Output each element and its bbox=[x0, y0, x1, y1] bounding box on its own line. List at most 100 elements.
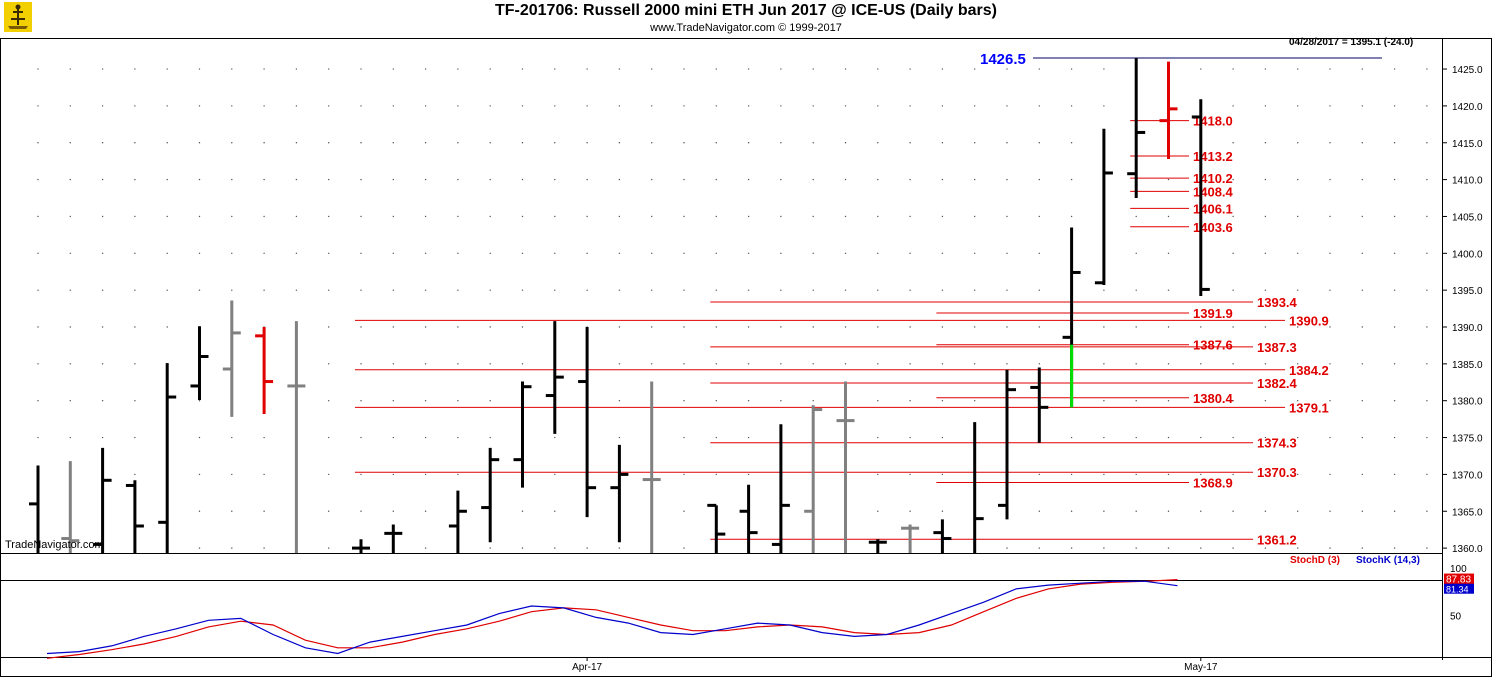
grid-dot bbox=[328, 326, 330, 328]
grid-dot bbox=[231, 215, 233, 218]
grid-dot bbox=[941, 68, 944, 70]
y-tick-label: 1385.0 bbox=[1452, 360, 1483, 371]
grid-dot bbox=[1329, 436, 1331, 439]
grid-dot bbox=[844, 289, 847, 291]
grid-dot bbox=[877, 252, 879, 255]
grid-dot bbox=[166, 289, 168, 291]
grid-dot bbox=[1393, 326, 1396, 328]
grid-dot bbox=[69, 400, 72, 402]
grid-dot bbox=[328, 547, 330, 549]
watermark-text: TradeNavigator.com bbox=[5, 539, 104, 551]
grid-dot bbox=[747, 252, 750, 255]
grid-dot bbox=[1070, 178, 1073, 181]
grid-dot bbox=[1006, 326, 1008, 328]
grid-dot bbox=[101, 289, 104, 291]
grid-dot bbox=[1103, 68, 1105, 70]
grid-dot bbox=[489, 436, 491, 439]
ohlc-bar bbox=[448, 490, 467, 553]
ohlc-bar bbox=[901, 524, 920, 553]
grid-dot bbox=[651, 363, 653, 365]
grid-dot bbox=[780, 215, 782, 218]
stochk-value: 81.34 bbox=[1446, 585, 1469, 595]
grid-dot bbox=[101, 215, 104, 218]
grid-dot bbox=[812, 105, 814, 107]
grid-dot bbox=[1200, 436, 1202, 439]
chart-title: TF-201706: Russell 2000 mini ETH Jun 201… bbox=[494, 2, 997, 19]
grid-dot bbox=[941, 215, 944, 218]
grid-dot bbox=[618, 547, 621, 549]
grid-dot bbox=[747, 326, 750, 328]
stochk-label: StochK (14,3) bbox=[1356, 555, 1420, 566]
grid-dot bbox=[812, 326, 814, 328]
grid-dot bbox=[1200, 326, 1202, 328]
grid-dot bbox=[747, 473, 750, 476]
grid-dot bbox=[198, 105, 201, 107]
grid-dot bbox=[586, 178, 588, 181]
level-label: 1374.3 bbox=[1257, 436, 1297, 451]
grid-dot bbox=[715, 436, 717, 439]
grid-dot bbox=[780, 363, 782, 365]
ohlc-bar bbox=[836, 381, 855, 553]
grid-dot bbox=[974, 363, 976, 365]
grid-dot bbox=[1361, 289, 1364, 291]
y-tick-label: 1415.0 bbox=[1452, 139, 1483, 150]
grid-dot bbox=[877, 363, 879, 365]
grid-dot bbox=[941, 105, 944, 107]
grid-dot bbox=[101, 178, 104, 181]
x-tick-label: Apr-17 bbox=[572, 662, 602, 673]
grid-dot bbox=[392, 68, 394, 70]
grid-dot bbox=[877, 215, 879, 218]
grid-dot bbox=[134, 289, 136, 291]
grid-dot bbox=[231, 105, 233, 107]
grid-dot bbox=[1426, 68, 1428, 70]
grid-dot bbox=[1361, 215, 1364, 218]
stochd-line bbox=[46, 579, 1178, 659]
grid-dot bbox=[618, 363, 621, 365]
grid-dot bbox=[328, 363, 330, 365]
grid-dot bbox=[1426, 142, 1428, 144]
level-label: 1408.4 bbox=[1193, 184, 1234, 199]
grid-dot bbox=[844, 178, 847, 181]
grid-dot bbox=[1297, 547, 1299, 549]
grid-dot bbox=[877, 400, 879, 402]
grid-dot bbox=[1070, 142, 1073, 144]
grid-dot bbox=[1393, 363, 1396, 365]
grid-dot bbox=[424, 400, 427, 402]
chart-header: TF-201706: Russell 2000 mini ETH Jun 201… bbox=[0, 0, 1492, 38]
grid-dot bbox=[37, 142, 39, 144]
grid-dot bbox=[521, 547, 524, 549]
grid-dot bbox=[457, 178, 459, 181]
grid-dot bbox=[844, 252, 847, 255]
grid-dot bbox=[1200, 400, 1202, 402]
grid-dot bbox=[844, 142, 847, 144]
grid-dot bbox=[101, 436, 104, 439]
grid-dot bbox=[1329, 252, 1331, 255]
grid-dot bbox=[424, 473, 427, 476]
ohlc-bar bbox=[545, 321, 564, 434]
grid-dot bbox=[1103, 105, 1105, 107]
grid-dot bbox=[1200, 510, 1202, 512]
grid-dot bbox=[1426, 289, 1428, 291]
grid-dot bbox=[457, 436, 459, 439]
grid-dot bbox=[263, 68, 265, 70]
ohlc-bar bbox=[61, 461, 80, 553]
grid-dot bbox=[1361, 473, 1364, 476]
grid-dot bbox=[844, 363, 847, 365]
grid-dot bbox=[651, 68, 653, 70]
grid-dot bbox=[360, 326, 362, 328]
grid-dot bbox=[1426, 400, 1428, 402]
grid-dot bbox=[424, 326, 427, 328]
grid-dot bbox=[295, 142, 298, 144]
grid-dot bbox=[1167, 436, 1170, 439]
grid-dot bbox=[1232, 547, 1234, 549]
grid-dot bbox=[1070, 105, 1073, 107]
ohlc-bar bbox=[93, 447, 112, 553]
grid-dot bbox=[554, 215, 556, 218]
grid-dot bbox=[715, 215, 717, 218]
grid-dot bbox=[554, 68, 556, 70]
grid-dot bbox=[1232, 363, 1234, 365]
grid-dot bbox=[37, 400, 39, 402]
grid-dot bbox=[747, 68, 750, 70]
grid-dot bbox=[618, 178, 621, 181]
grid-dot bbox=[1361, 436, 1364, 439]
